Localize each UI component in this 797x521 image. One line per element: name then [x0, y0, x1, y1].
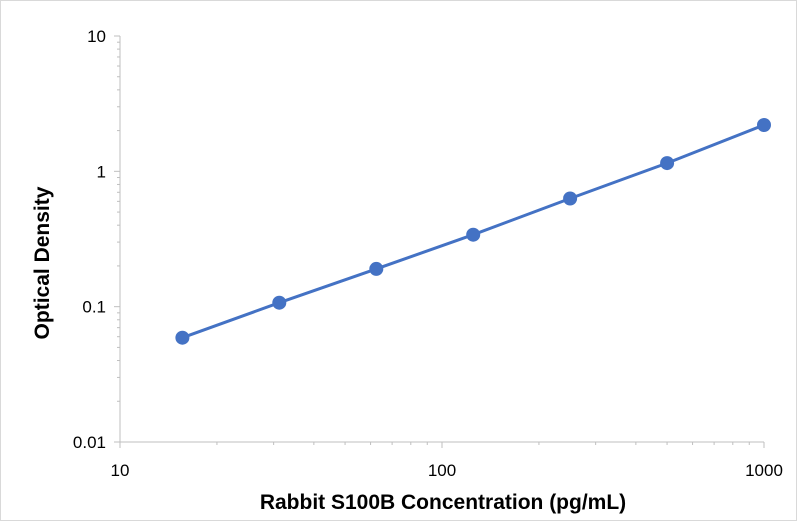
tick-labels: 0.01 0.1 1 10 10 100 1000 — [73, 27, 783, 480]
x-tick-label: 100 — [428, 461, 456, 480]
data-point — [175, 330, 190, 345]
y-tick-label: 0.1 — [82, 298, 106, 317]
y-tick-label: 0.01 — [73, 433, 106, 452]
x-tick-label: 1000 — [745, 461, 783, 480]
x-axis-title: Rabbit S100B Concentration (pg/mL) — [260, 491, 626, 514]
data-point — [466, 227, 481, 242]
y-tick-label: 10 — [87, 27, 106, 46]
series-layer — [175, 118, 771, 345]
data-point — [272, 295, 287, 310]
x-tick-label: 10 — [111, 461, 130, 480]
data-point — [563, 191, 578, 206]
y-axis-title: Optical Density — [31, 186, 54, 339]
axes — [114, 35, 765, 448]
y-tick-label: 1 — [97, 162, 106, 181]
data-point — [757, 118, 771, 132]
data-point — [660, 156, 675, 171]
data-point — [369, 261, 384, 276]
